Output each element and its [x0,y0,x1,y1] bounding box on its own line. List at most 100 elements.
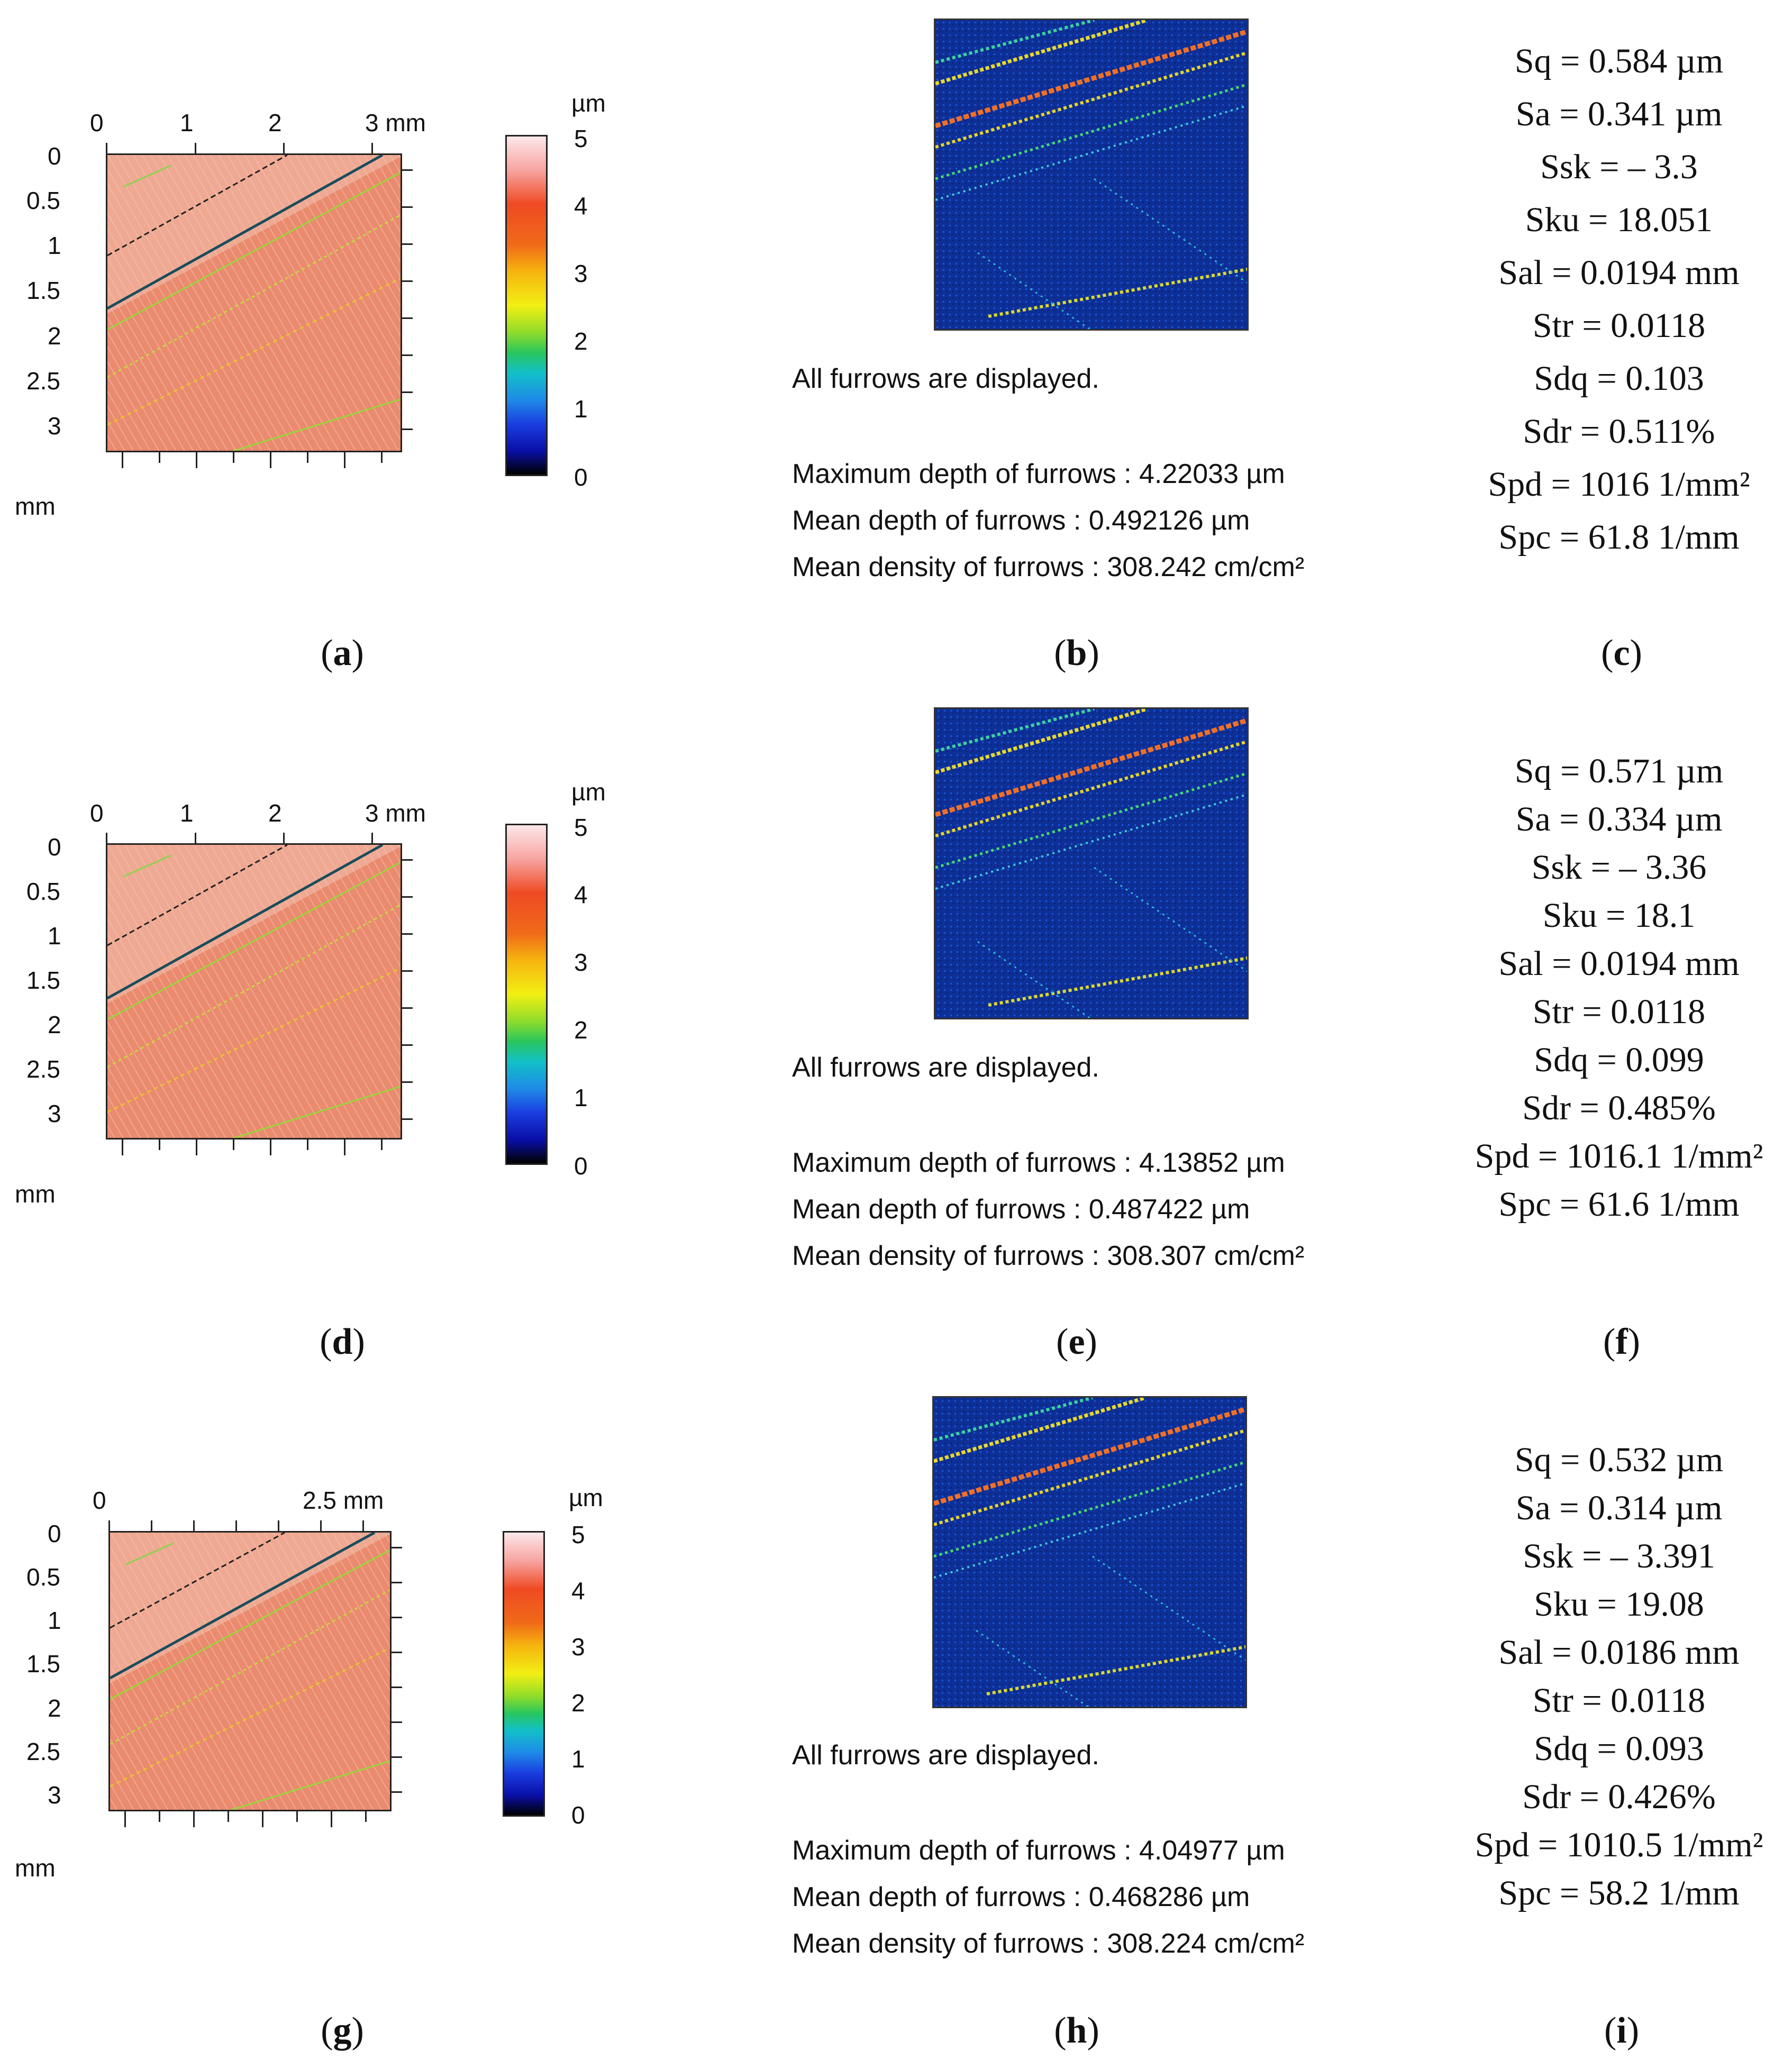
axis-tick [392,1582,402,1583]
colorbar-unit: µm [571,778,606,806]
colorbar-tick-label: 2 [571,1689,585,1717]
axis-tick [108,1520,110,1531]
y-tick-label: 1 [48,1607,61,1634]
height-map-image [106,843,402,1140]
axis-tick [159,1140,160,1150]
axis-tick [124,1811,126,1827]
colorbar-tick-label: 3 [571,1633,585,1661]
axis-tick [270,1140,271,1155]
stat-line: Sku = 18.1 [1542,896,1696,935]
axis-tick [392,1687,402,1688]
axis-tick [402,317,413,319]
colorbar-gradient [505,824,548,1165]
y-tick-label: 0 [48,1520,61,1547]
colorbar-unit: µm [569,1484,603,1511]
axis-tick [106,143,107,153]
axis-tick [392,1756,402,1758]
colorbar-tick-label: 5 [574,814,588,841]
stat-line: Sal = 0.0194 mm [1498,944,1740,983]
axis-tick [159,1811,160,1822]
axis-tick [344,1140,345,1155]
y-tick-label: 1.5 [26,1650,60,1678]
stat-line: Ssk = – 3.3 [1540,148,1698,186]
colorbar-tick-label: 0 [574,1152,588,1180]
axis-tick [193,1811,195,1827]
axis-tick [296,1811,298,1822]
y-tick-label: 0.5 [26,187,60,214]
x-tick-label: 0 [90,109,104,136]
y-tick-label: 2 [48,1011,61,1038]
furrow-max-depth: Maximum depth of furrows : 4.22033 µm [792,459,1285,489]
axis-tick [402,1044,413,1046]
furrow-max-depth: Maximum depth of furrows : 4.04977 µm [792,1835,1285,1866]
y-tick-label: 3 [48,1781,61,1809]
furrow-map-image [932,1396,1247,1708]
y-axis-unit: mm [15,1854,56,1882]
axis-tick [196,1140,197,1155]
stat-line: Spc = 61.8 1/mm [1498,518,1740,557]
furrow-note: All furrows are displayed. [792,1052,1099,1083]
y-tick-label: 2.5 [26,367,60,395]
axis-tick [371,143,373,153]
stat-line: Spd = 1016.1 1/mm² [1475,1137,1763,1175]
figure-row-1: 0 1 2 3 mm 0 0.5 1 1.5 2 2.5 3 mm [0,0,1792,688]
axis-tick [195,143,196,153]
stat-line: Sdr = 0.485% [1522,1089,1716,1127]
colorbar-tick-label: 2 [574,1016,588,1044]
stat-line: Str = 0.0118 [1532,1681,1706,1720]
axis-tick [402,243,413,245]
axis-tick [235,1520,237,1531]
x-tick-label: 0 [93,1487,106,1514]
axis-tick [278,1520,279,1531]
axis-tick [307,452,308,463]
furrow-mean-depth: Mean depth of furrows : 0.492126 µm [792,505,1250,536]
axis-tick [402,429,413,430]
height-map-image [106,153,402,452]
x-tick-label: 2 [268,799,282,827]
furrow-note: All furrows are displayed. [792,363,1099,394]
axis-tick [331,1811,332,1827]
figure-row-2: 0 1 2 3 mm 0 0.5 1 1.5 2 2.5 3 mm [0,689,1792,1377]
x-tick-label: 3 mm [365,109,426,136]
axis-tick [262,1811,263,1827]
stat-line: Spc = 58.2 1/mm [1498,1874,1740,1912]
axis-tick [392,1547,402,1548]
y-tick-label: 2 [48,1694,61,1722]
stat-line: Sdq = 0.103 [1534,359,1704,398]
stat-line: Ssk = – 3.391 [1523,1537,1715,1575]
figure-row-3: 0 2.5 mm 0 0.5 1 1.5 2 2.5 3 mm [0,1378,1792,2065]
axis-tick [402,970,413,972]
axis-tick [402,859,413,861]
stat-line: Sa = 0.334 µm [1515,800,1723,838]
furrow-mean-depth: Mean depth of furrows : 0.487422 µm [792,1194,1250,1225]
furrow-max-depth: Maximum depth of furrows : 4.13852 µm [792,1147,1285,1178]
stat-line: Sa = 0.341 µm [1515,95,1723,133]
stat-line: Sdr = 0.426% [1522,1778,1716,1816]
axis-tick [365,1811,367,1822]
furrow-mean-density: Mean density of furrows : 308.224 cm/cm² [792,1928,1305,1959]
colorbar-tick-label: 1 [574,395,588,423]
axis-tick [196,452,197,468]
colorbar-tick-label: 1 [571,1745,585,1773]
axis-tick [193,1520,195,1531]
axis-tick [151,1520,152,1531]
axis-tick [402,206,413,208]
colorbar-tick-label: 2 [574,327,588,355]
axis-tick [283,833,285,843]
colorbar-tick-label: 3 [574,260,588,287]
stat-line: Spd = 1010.5 1/mm² [1475,1826,1763,1864]
axis-tick [392,1617,402,1618]
colorbar-tick-label: 4 [574,881,588,908]
stat-line: Sal = 0.0186 mm [1498,1633,1740,1672]
colorbar-tick-label: 1 [574,1084,588,1111]
colorbar-tick-label: 5 [574,125,588,152]
x-tick-label: 2.5 mm [303,1487,384,1514]
axis-tick [320,1520,322,1531]
axis-tick [402,391,413,393]
axis-tick [402,896,413,898]
axis-tick [362,1520,364,1531]
stat-line: Str = 0.0118 [1532,992,1706,1031]
colorbar-tick-label: 4 [571,1577,585,1605]
stat-line: Sku = 19.08 [1534,1585,1704,1624]
y-axis-unit: mm [15,493,56,520]
